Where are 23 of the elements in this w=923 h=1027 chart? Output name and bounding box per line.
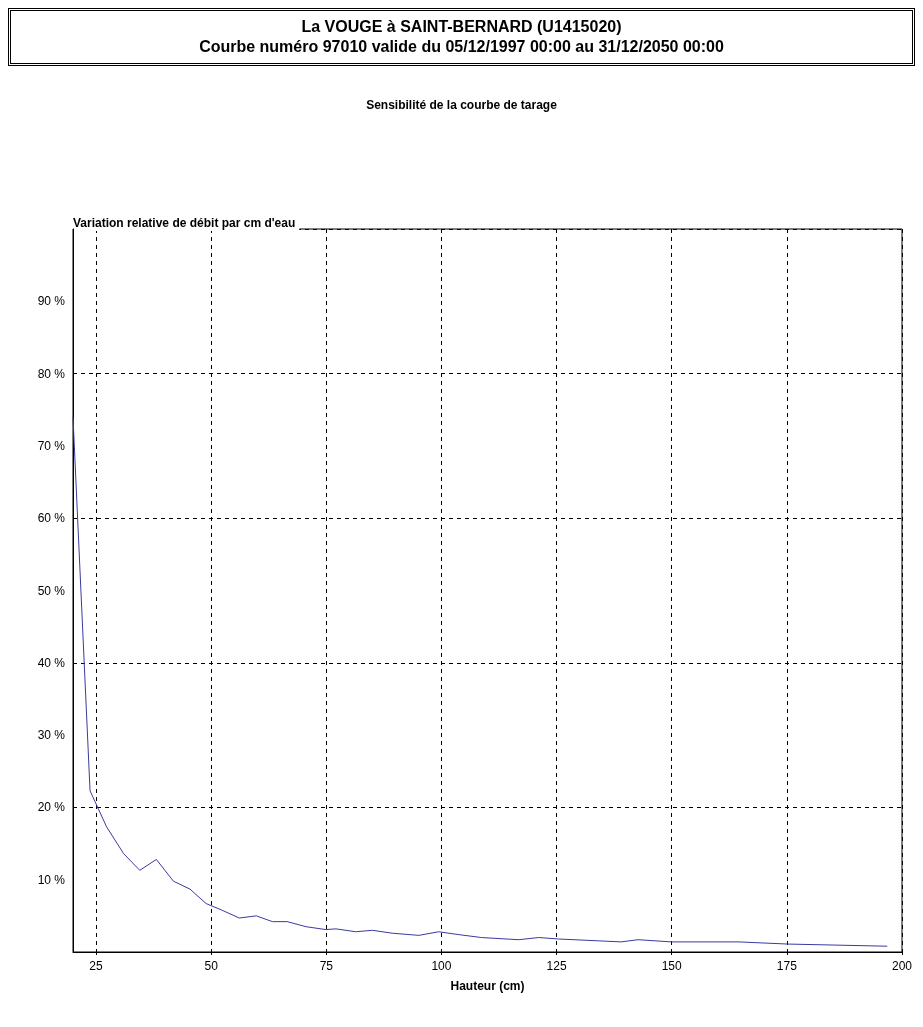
chart-subtitle: Courbe numéro 97010 valide du 05/12/1997 00:00 au 31/12/2050 00:00 [198, 37, 725, 57]
x-tick-label: 50 [204, 959, 219, 973]
y-axis-title: Variation relative de débit par cm d'eau [73, 216, 296, 230]
y-tick-label: 30 % [37, 728, 66, 743]
y-tick-label: 20 % [37, 800, 66, 815]
y-tick-label: 60 % [37, 511, 66, 526]
x-tick-label: 125 [546, 959, 567, 973]
chart-title: La VOUGE à SAINT-BERNARD (U1415020) [300, 17, 623, 37]
x-tick-label: 150 [661, 959, 683, 973]
y-tick-label: 50 % [37, 583, 66, 598]
line-series [72, 416, 888, 947]
y-tick-label: 70 % [37, 438, 66, 453]
x-axis-title: Hauteur (cm) [450, 979, 525, 993]
y-tick-label: 90 % [37, 294, 66, 309]
y-tick-label: 80 % [37, 366, 66, 381]
x-tick-label: 100 [431, 959, 452, 973]
y-tick-label: 40 % [37, 655, 66, 670]
x-tick-label: 75 [319, 959, 334, 973]
text: Sensibilité de la courbe de tarage [366, 98, 558, 112]
x-tick-label: 200 [891, 959, 913, 973]
x-tick-label: 25 [89, 959, 104, 973]
x-tick-label: 175 [776, 959, 798, 973]
y-tick-label: 10 % [37, 872, 66, 887]
